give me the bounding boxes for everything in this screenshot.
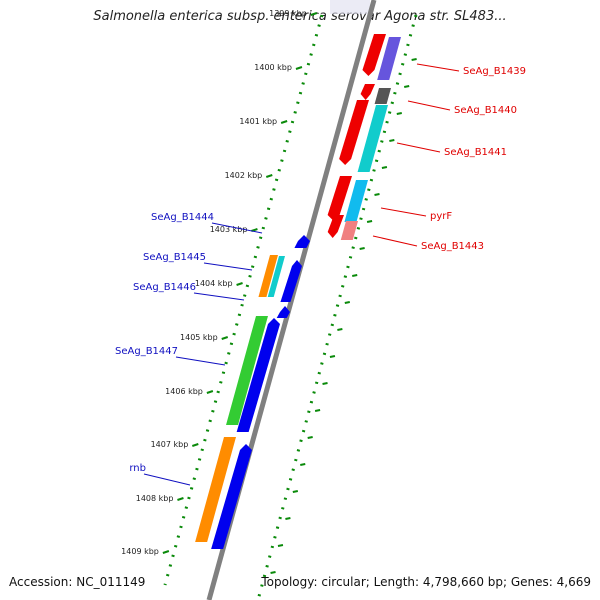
gene-seag-b1445-b[interactable] bbox=[267, 256, 285, 297]
gene-seag-b1445[interactable] bbox=[258, 255, 278, 297]
label-leader bbox=[407, 100, 451, 111]
tick-mark bbox=[310, 12, 318, 16]
topology-text: Topology: circular; Length: 4,798,660 bp… bbox=[261, 575, 591, 589]
gene-seag-b1446-b[interactable] bbox=[276, 306, 290, 318]
gene-seag-b1443-b[interactable] bbox=[340, 221, 358, 240]
minor-tick bbox=[411, 58, 417, 61]
tick-label: 1406 kbp bbox=[165, 387, 203, 396]
gene-seag-b1447-b[interactable] bbox=[236, 318, 280, 432]
tick-mark bbox=[206, 390, 214, 394]
minor-tick bbox=[359, 247, 365, 250]
tick-label: 1403 kbp bbox=[210, 225, 248, 234]
scale-line-right bbox=[256, 14, 418, 600]
label-leader bbox=[175, 356, 226, 366]
tick-mark bbox=[191, 443, 199, 447]
tick-label: 1408 kbp bbox=[136, 494, 174, 503]
label-leader bbox=[193, 292, 245, 301]
map-title: Salmonella enterica subsp. enterica sero… bbox=[93, 9, 507, 24]
minor-tick bbox=[314, 409, 321, 412]
minor-tick bbox=[307, 436, 313, 439]
minor-tick bbox=[300, 463, 306, 466]
gene-rnb[interactable] bbox=[195, 437, 236, 542]
gene-label-forward[interactable]: SeAg_B1441 bbox=[444, 147, 507, 158]
tick-label: 1405 kbp bbox=[180, 333, 218, 342]
tick-mark bbox=[221, 336, 229, 340]
gene-label-forward[interactable]: SeAg_B1443 bbox=[421, 241, 484, 252]
gene-seag-b1443[interactable] bbox=[327, 215, 344, 238]
label-leader bbox=[203, 262, 253, 271]
gene-rnb-b[interactable] bbox=[211, 444, 252, 549]
label-leader bbox=[380, 207, 427, 217]
gene-pyrf[interactable] bbox=[327, 176, 352, 221]
tick-mark bbox=[236, 282, 243, 286]
minor-tick bbox=[374, 193, 380, 196]
label-leader bbox=[396, 142, 441, 153]
gene-label-reverse[interactable]: SeAg_B1445 bbox=[143, 252, 206, 263]
tick-label: 1409 kbp bbox=[121, 547, 159, 556]
gene-label-reverse[interactable]: SeAg_B1446 bbox=[133, 282, 196, 293]
minor-tick bbox=[322, 382, 328, 385]
accession-text: Accession: NC_011149 bbox=[9, 575, 146, 589]
gene-seag-b1439[interactable] bbox=[362, 34, 386, 76]
gene-label-forward[interactable]: SeAg_B1439 bbox=[463, 66, 526, 77]
minor-tick bbox=[381, 166, 388, 169]
tick-label: 1399 kbp bbox=[269, 9, 307, 18]
tick-label: 1401 kbp bbox=[239, 117, 277, 126]
minor-tick bbox=[389, 139, 395, 142]
gene-seag-b1446[interactable] bbox=[280, 260, 302, 302]
gene-label-forward[interactable]: SeAg_B1440 bbox=[454, 105, 517, 116]
minor-tick bbox=[337, 328, 343, 331]
gene-pyrf-b[interactable] bbox=[344, 180, 368, 222]
minor-tick bbox=[404, 85, 410, 88]
minor-tick bbox=[329, 355, 336, 358]
minor-tick bbox=[285, 517, 291, 520]
minor-tick bbox=[396, 112, 402, 115]
minor-tick bbox=[292, 490, 299, 493]
tick-mark bbox=[280, 120, 288, 124]
tick-mark bbox=[265, 174, 273, 178]
tick-mark bbox=[295, 66, 303, 70]
minor-tick bbox=[352, 274, 358, 277]
tick-label: 1400 kbp bbox=[254, 63, 292, 72]
tick-label: 1402 kbp bbox=[225, 171, 263, 180]
gene-label-reverse[interactable]: rnb bbox=[129, 463, 146, 474]
label-leader bbox=[372, 235, 418, 247]
gene-seag-b1440-b[interactable] bbox=[374, 88, 391, 104]
tick-label: 1404 kbp bbox=[195, 279, 233, 288]
label-leader bbox=[143, 473, 191, 486]
label-leader bbox=[211, 222, 263, 234]
ghost-feature bbox=[330, 0, 370, 14]
label-leader bbox=[416, 63, 460, 72]
gene-seag-b1440[interactable] bbox=[360, 84, 375, 100]
gene-label-reverse[interactable]: SeAg_B1444 bbox=[151, 212, 214, 223]
gene-label-forward[interactable]: pyrF bbox=[430, 211, 452, 222]
gene-seag-b1441-b[interactable] bbox=[357, 105, 388, 172]
tick-label: 1407 kbp bbox=[151, 440, 189, 449]
gene-seag-b1447[interactable] bbox=[226, 316, 268, 425]
gene-label-reverse[interactable]: SeAg_B1447 bbox=[115, 346, 178, 357]
minor-tick bbox=[277, 544, 284, 547]
minor-tick bbox=[270, 571, 276, 574]
tick-mark bbox=[162, 550, 170, 554]
tick-mark bbox=[177, 497, 184, 501]
minor-tick bbox=[344, 301, 350, 304]
gene-seag-b1441[interactable] bbox=[339, 100, 369, 165]
gene-seag-b1444[interactable] bbox=[294, 235, 310, 248]
gene-seag-b1439-b[interactable] bbox=[377, 37, 401, 80]
minor-tick bbox=[366, 220, 373, 223]
